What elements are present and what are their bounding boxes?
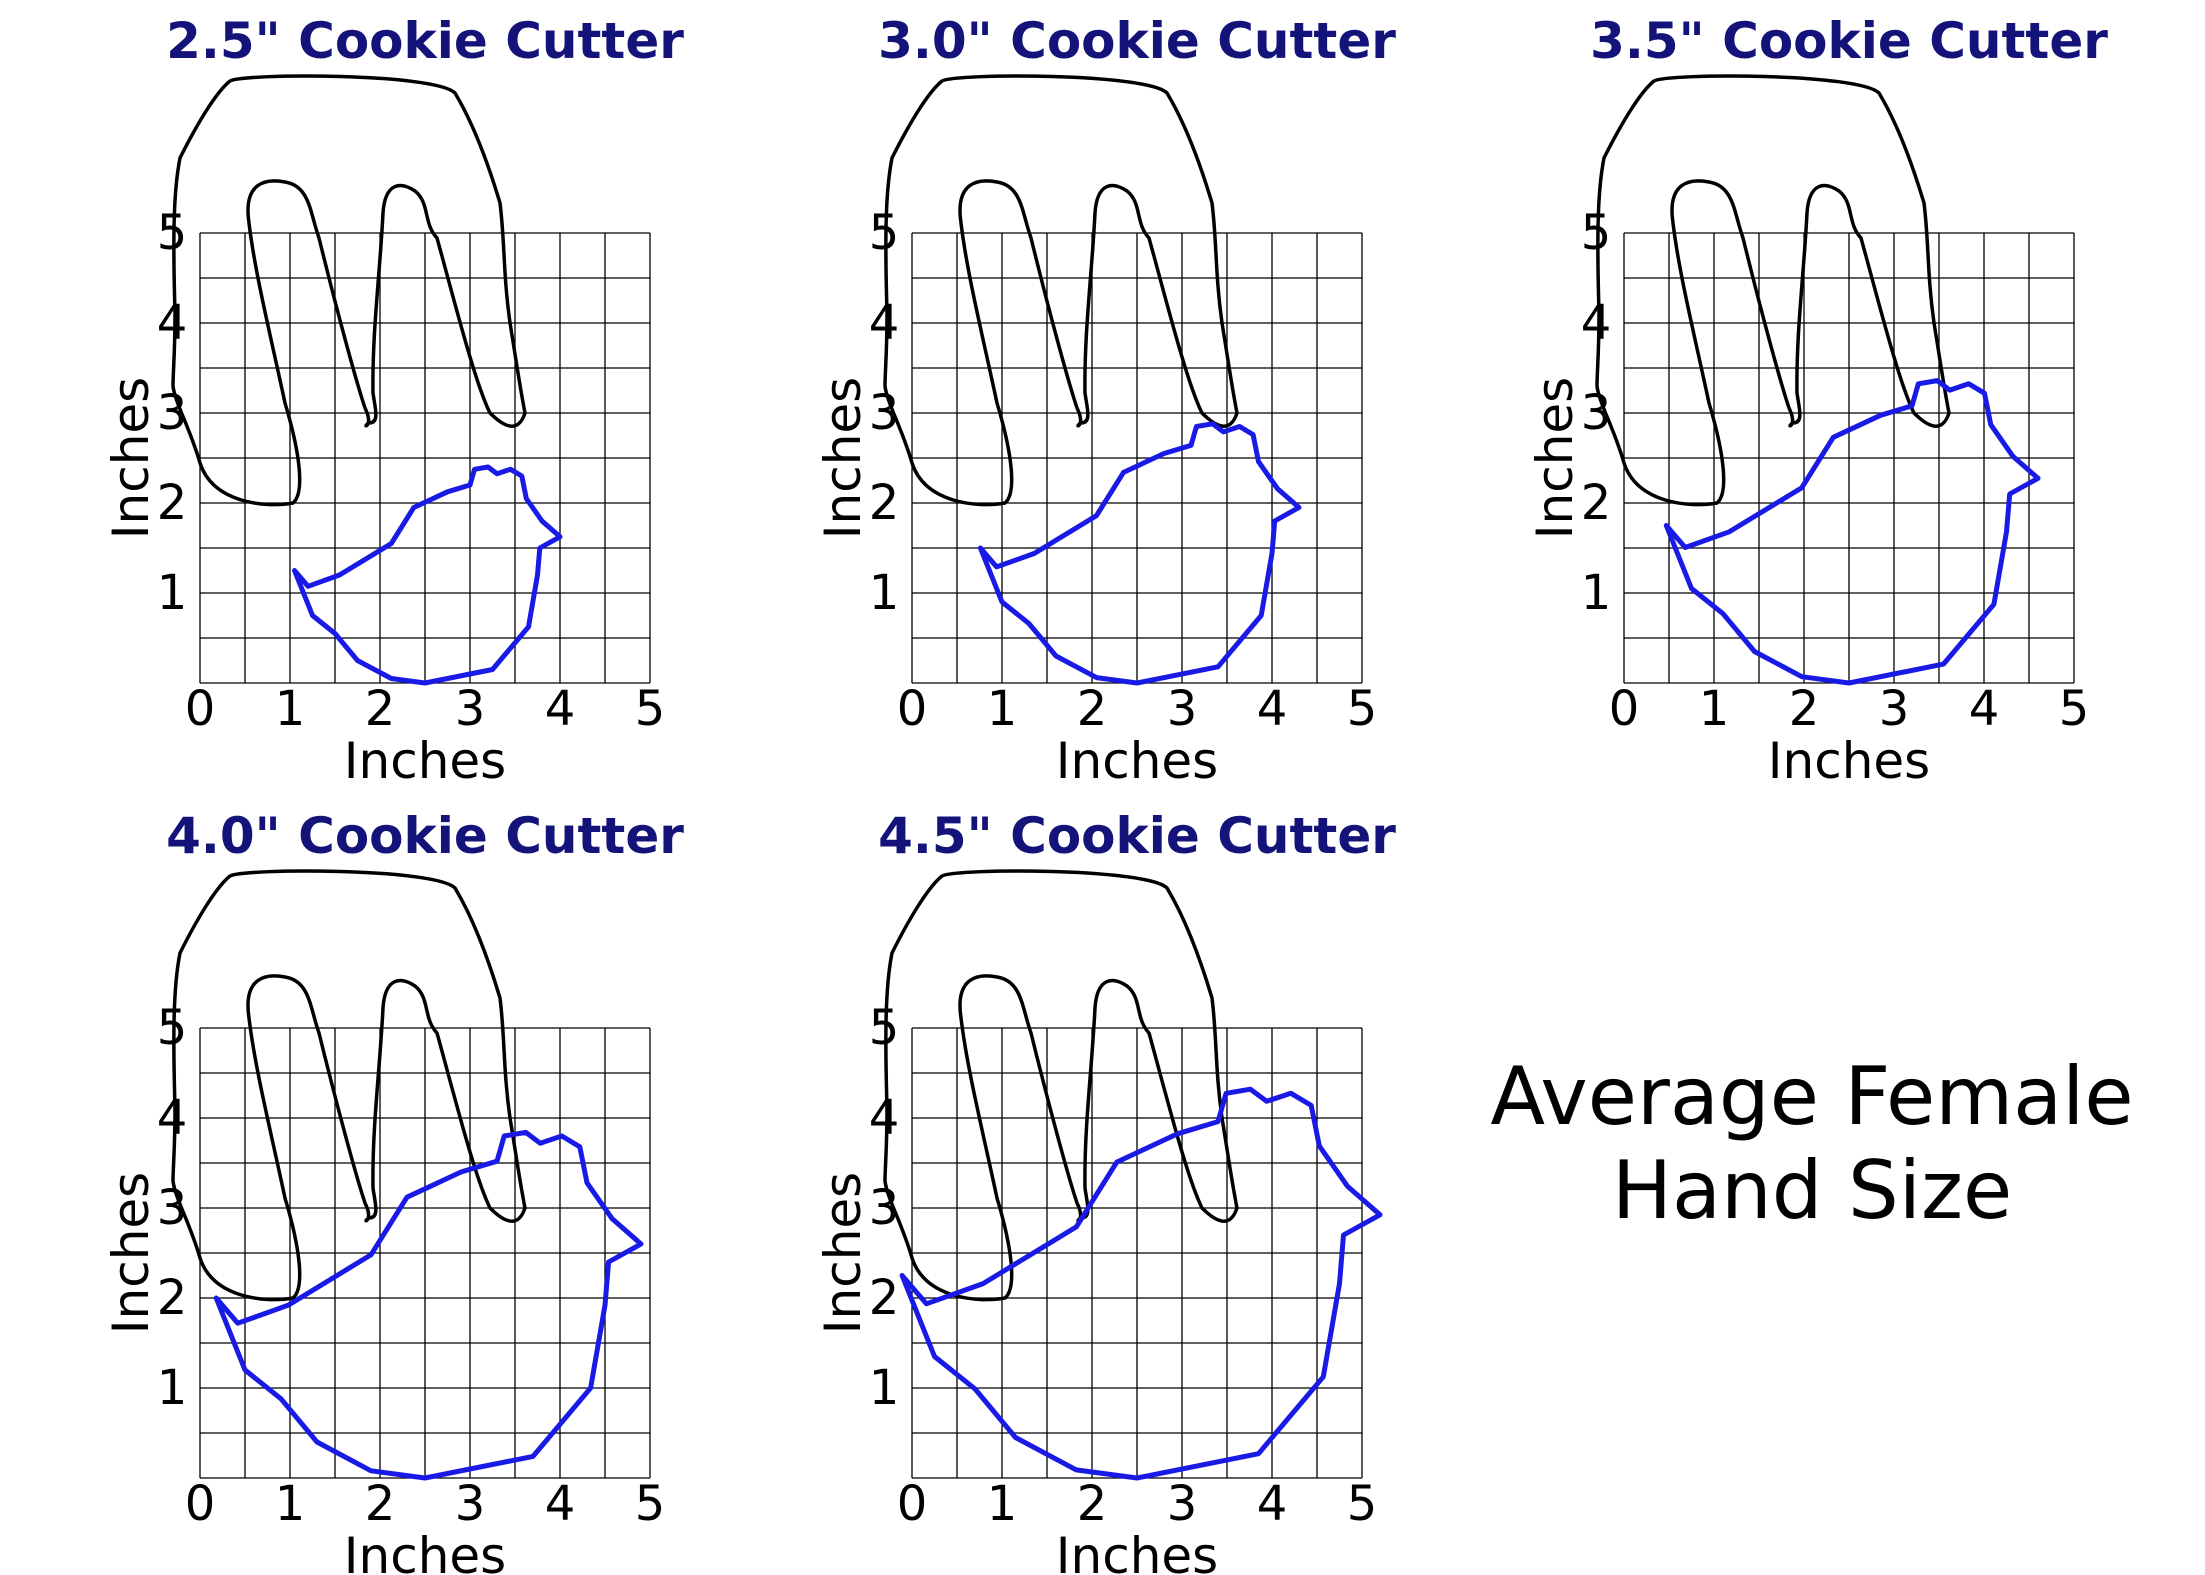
- x-tick-label: 0: [185, 681, 216, 737]
- panel-3: 3.5" Cookie Cutter 0 1 2 3 4 5 1 2 3 4 5 Inches Inche…: [1526, 12, 2108, 790]
- y-tick-label: 2: [1581, 475, 1612, 531]
- y-tick-label: 5: [869, 205, 900, 261]
- x-tick-label: 2: [1789, 681, 1820, 737]
- grid: [199, 1027, 651, 1479]
- grid: [199, 232, 651, 684]
- x-tick-label: 2: [365, 1476, 396, 1532]
- y-tick-label: 4: [1581, 295, 1612, 351]
- y-tick-label: 3: [869, 385, 900, 441]
- panel-1: 2.5" Cookie Cutter 0 1 2 3 4 5 1 2 3 4 5 Inches Inche…: [102, 12, 684, 790]
- y-tick-label: 5: [1581, 205, 1612, 261]
- y-axis-label: Inches: [814, 377, 872, 539]
- y-tick-label: 3: [157, 1180, 188, 1236]
- x-tick-label: 1: [1699, 681, 1730, 737]
- y-tick-label: 3: [157, 385, 188, 441]
- cookie-cutter-outline: [213, 1129, 644, 1481]
- y-tick-label: 2: [869, 475, 900, 531]
- panel-title: 3.0" Cookie Cutter: [878, 12, 1396, 70]
- x-tick-label: 1: [275, 681, 306, 737]
- panel-title: 2.5" Cookie Cutter: [166, 12, 684, 70]
- panels-group: 2.5" Cookie Cutter 0 1 2 3 4 5 1 2 3 4 5 Inches Inche…: [102, 12, 2108, 1575]
- caption-line-1: Average Female: [1490, 1050, 2133, 1143]
- y-tick-label: 1: [1581, 565, 1612, 621]
- y-tick-label: 2: [869, 1270, 900, 1326]
- cookie-cutter-outline: [899, 1086, 1383, 1481]
- y-tick-label: 1: [869, 1360, 900, 1416]
- y-tick-label: 5: [157, 205, 188, 261]
- x-tick-label: 3: [1167, 681, 1198, 737]
- x-tick-label: 4: [1257, 1476, 1288, 1532]
- x-tick-label: 5: [2059, 681, 2090, 737]
- x-tick-label: 2: [1077, 681, 1108, 737]
- cookie-cutter-outline: [292, 464, 563, 686]
- y-tick-label: 2: [157, 1270, 188, 1326]
- x-tick-label: 4: [545, 1476, 576, 1532]
- x-tick-label: 5: [635, 681, 666, 737]
- x-tick-label: 2: [365, 681, 396, 737]
- y-tick-label: 1: [157, 565, 188, 621]
- x-tick-label: 0: [185, 1476, 216, 1532]
- grid: [911, 232, 1363, 684]
- x-tick-label: 1: [987, 1476, 1018, 1532]
- x-tick-label: 0: [897, 1476, 928, 1532]
- x-axis-label: Inches: [344, 1527, 506, 1575]
- hand-outline: [171, 74, 527, 507]
- panel-4: 4.0" Cookie Cutter 0 1 2 3 4 5 1 2 3 4 5 Inches Inche…: [102, 807, 684, 1575]
- x-tick-label: 2: [1077, 1476, 1108, 1532]
- cookie-cutter-outline: [1663, 378, 2041, 686]
- panel-title: 4.0" Cookie Cutter: [166, 807, 684, 865]
- x-tick-label: 4: [545, 681, 576, 737]
- hand-outline: [883, 74, 1239, 507]
- x-tick-label: 3: [1167, 1476, 1198, 1532]
- x-axis-label: Inches: [1056, 732, 1218, 790]
- y-axis-label: Inches: [102, 1172, 160, 1334]
- y-tick-label: 3: [1581, 385, 1612, 441]
- panel-title: 3.5" Cookie Cutter: [1590, 12, 2108, 70]
- y-tick-label: 4: [157, 295, 188, 351]
- panel-2: 3.0" Cookie Cutter 0 1 2 3 4 5 1 2 3 4 5 Inches Inche…: [814, 12, 1396, 790]
- x-axis-label: Inches: [1768, 732, 1930, 790]
- y-tick-label: 4: [869, 1090, 900, 1146]
- y-axis-label: Inches: [1526, 377, 1584, 539]
- panel-title: 4.5" Cookie Cutter: [878, 807, 1396, 865]
- y-tick-label: 3: [869, 1180, 900, 1236]
- x-tick-label: 5: [635, 1476, 666, 1532]
- y-tick-label: 4: [157, 1090, 188, 1146]
- y-tick-label: 1: [157, 1360, 188, 1416]
- caption: Average Female Hand Size: [1490, 1050, 2133, 1237]
- hand-outline: [883, 869, 1239, 1302]
- y-tick-label: 5: [869, 1000, 900, 1056]
- x-tick-label: 1: [275, 1476, 306, 1532]
- x-tick-label: 5: [1347, 1476, 1378, 1532]
- panel-5: 4.5" Cookie Cutter 0 1 2 3 4 5 1 2 3 4 5 Inches Inche…: [814, 807, 1396, 1575]
- x-tick-label: 0: [897, 681, 928, 737]
- caption-line-2: Hand Size: [1612, 1144, 2012, 1237]
- y-tick-label: 5: [157, 1000, 188, 1056]
- x-tick-label: 3: [455, 1476, 486, 1532]
- x-axis-label: Inches: [1056, 1527, 1218, 1575]
- y-axis-label: Inches: [102, 377, 160, 539]
- hand-outline: [171, 869, 527, 1302]
- cookie-cutter-outline: [977, 421, 1302, 686]
- y-tick-label: 2: [157, 475, 188, 531]
- y-axis-label: Inches: [814, 1172, 872, 1334]
- y-tick-label: 4: [869, 295, 900, 351]
- grid: [911, 1027, 1363, 1479]
- x-tick-label: 3: [1879, 681, 1910, 737]
- x-tick-label: 1: [987, 681, 1018, 737]
- grid: [1623, 232, 2075, 684]
- x-tick-label: 5: [1347, 681, 1378, 737]
- hand-outline: [1595, 74, 1951, 507]
- x-tick-label: 4: [1257, 681, 1288, 737]
- x-tick-label: 4: [1969, 681, 2000, 737]
- x-tick-label: 3: [455, 681, 486, 737]
- x-tick-label: 0: [1609, 681, 1640, 737]
- y-tick-label: 1: [869, 565, 900, 621]
- x-axis-label: Inches: [344, 732, 506, 790]
